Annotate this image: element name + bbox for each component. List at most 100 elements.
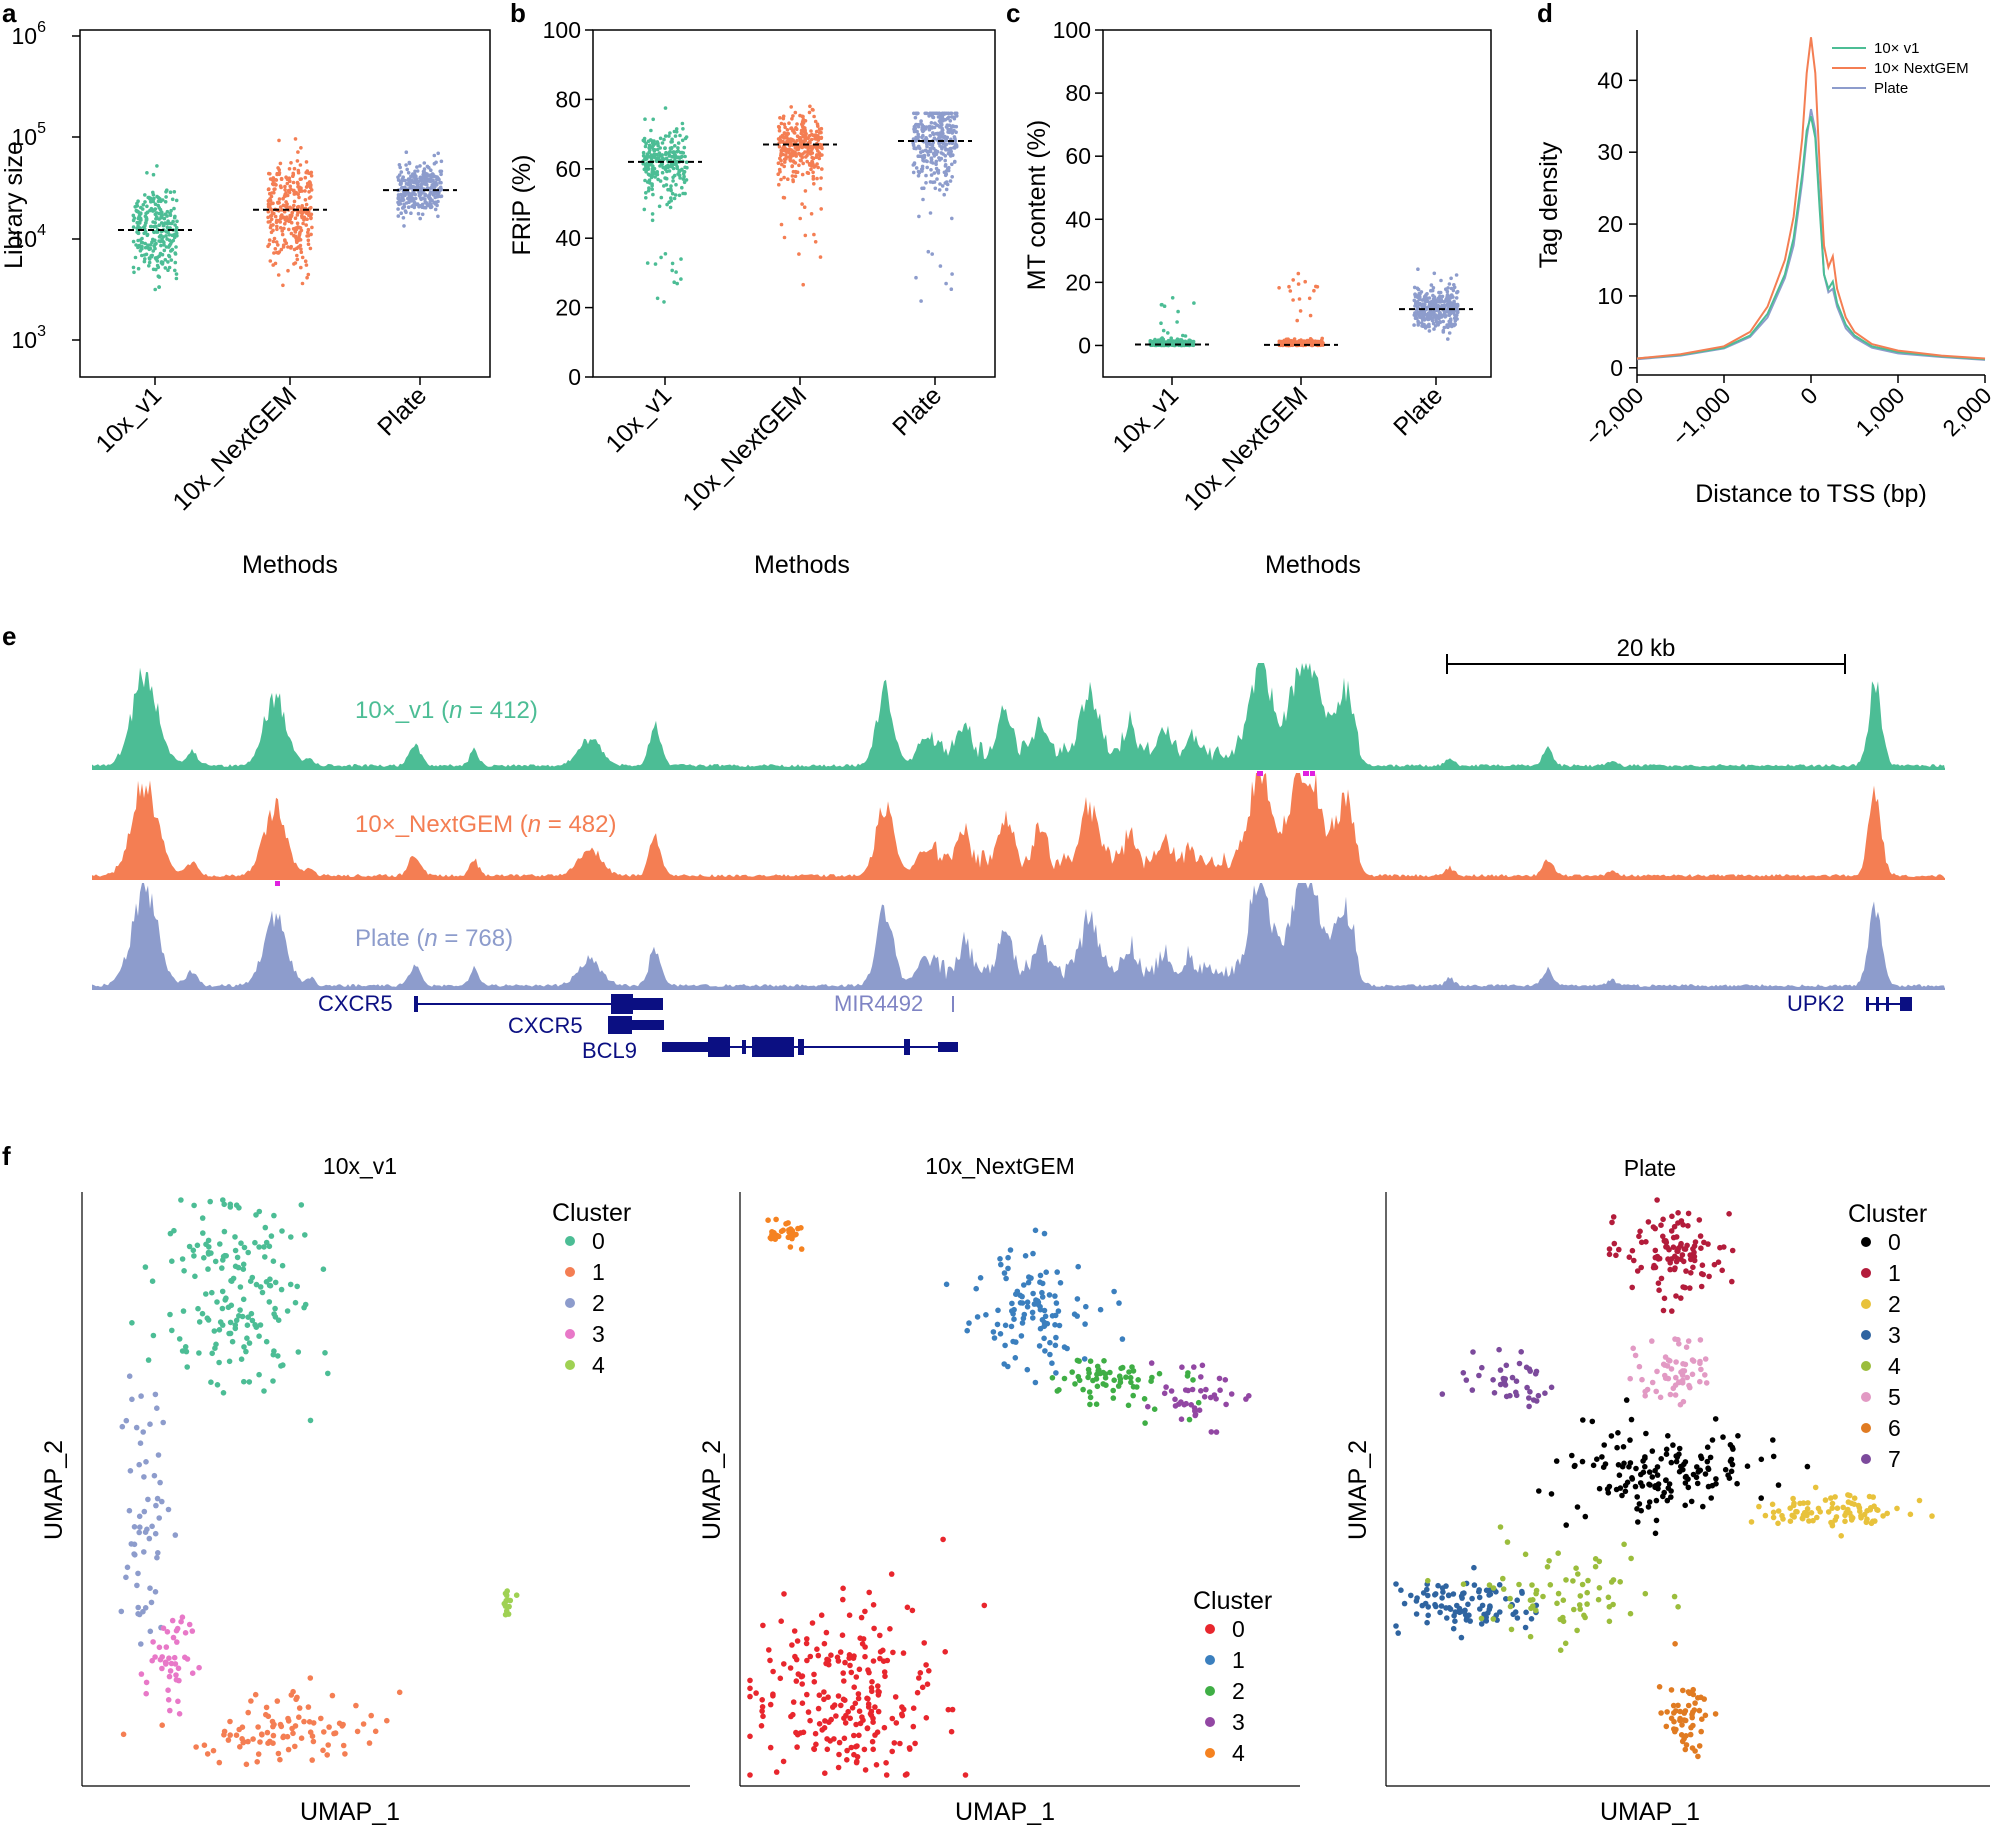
umap-point-f3-1	[1691, 1257, 1698, 1264]
point-c-1	[1312, 288, 1316, 293]
umap-point-f1-1	[326, 1724, 332, 1730]
umap-point-f3-1	[1663, 1244, 1669, 1250]
point-a-1	[272, 251, 276, 255]
umap-point-f2-2	[1185, 1370, 1191, 1376]
point-a-0	[134, 243, 138, 247]
umap-point-f3-6	[1698, 1728, 1704, 1735]
point-c-1	[1320, 336, 1324, 341]
umap-point-f3-1	[1671, 1223, 1678, 1230]
umap-point-f1-0	[211, 1328, 218, 1334]
point-a-2	[411, 172, 415, 176]
umap-point-f2-0	[767, 1744, 774, 1751]
umap-point-f1-2	[153, 1502, 159, 1509]
umap-point-f2-0	[792, 1653, 798, 1660]
legend-label-f2-1: 1	[1232, 1647, 1245, 1673]
umap-point-f3-2	[1806, 1518, 1812, 1524]
umap-point-f1-0	[196, 1350, 202, 1356]
umap-point-f3-2	[1828, 1495, 1834, 1501]
umap-point-f1-0	[219, 1288, 226, 1295]
umap-point-f1-1	[305, 1704, 312, 1710]
point-b-0	[646, 189, 651, 193]
umap-point-f1-2	[127, 1468, 134, 1474]
umap-point-f2-1	[1005, 1254, 1011, 1261]
panel-letter-f: f	[2, 1141, 11, 1171]
umap-point-f2-4	[787, 1226, 794, 1232]
point-c-2	[1448, 300, 1452, 304]
point-a-0	[172, 190, 177, 194]
umap-v1-legend-title: Cluster	[552, 1199, 631, 1227]
umap-point-f3-0	[1722, 1466, 1729, 1473]
umap-point-f2-1	[1032, 1379, 1039, 1386]
umap-point-f2-2	[1130, 1384, 1137, 1390]
point-c-1	[1296, 271, 1301, 276]
point-c-2	[1423, 317, 1427, 321]
umap-point-f3-0	[1633, 1465, 1639, 1472]
point-b-0	[680, 154, 684, 159]
umap-point-f2-0	[850, 1655, 857, 1661]
umap-point-f2-1	[1053, 1300, 1060, 1306]
umap-point-f2-0	[862, 1653, 868, 1660]
track-area-1	[92, 773, 1945, 879]
point-a-0	[143, 245, 148, 250]
umap-point-f1-0	[217, 1241, 223, 1247]
point-c-2	[1437, 314, 1442, 318]
point-a-2	[409, 211, 413, 215]
umap-point-f1-1	[298, 1735, 305, 1741]
point-c-1	[1296, 282, 1301, 286]
point-a-1	[292, 189, 296, 193]
umap-point-f3-3	[1493, 1612, 1500, 1618]
umap-point-f2-0	[824, 1746, 831, 1753]
point-a-0	[173, 268, 177, 273]
umap-point-f3-0	[1758, 1495, 1764, 1501]
umap-point-f2-0	[921, 1640, 927, 1646]
umap-point-f1-2	[123, 1574, 129, 1581]
umap-point-f1-2	[136, 1513, 143, 1520]
point-b-1	[779, 121, 784, 126]
umap-point-f3-4	[1584, 1601, 1590, 1607]
point-a-2	[420, 202, 425, 207]
point-a-2	[404, 210, 408, 215]
umap-point-f1-0	[257, 1284, 264, 1290]
umap-point-f3-3	[1439, 1595, 1445, 1601]
umap-point-f1-0	[240, 1266, 247, 1272]
point-b-1	[819, 207, 823, 211]
umap-point-f2-1	[1046, 1292, 1053, 1298]
x-tick-label-a-1: 10x_NextGEM	[167, 381, 302, 516]
umap-point-f3-5	[1630, 1345, 1636, 1352]
point-a-2	[397, 163, 402, 167]
point-a-2	[417, 204, 421, 209]
point-a-1	[291, 173, 296, 177]
umap-point-f3-3	[1514, 1615, 1521, 1621]
umap-point-f3-4	[1554, 1600, 1560, 1607]
point-a-2	[434, 160, 438, 165]
umap-point-f3-4	[1595, 1596, 1602, 1603]
umap-point-f3-0	[1728, 1468, 1735, 1475]
umap-point-f1-2	[159, 1498, 165, 1505]
point-b-0	[684, 178, 689, 182]
umap-point-f2-2	[1190, 1377, 1196, 1383]
point-a-2	[407, 179, 412, 184]
umap-point-f3-0	[1663, 1446, 1670, 1453]
umap-point-f3-1	[1606, 1251, 1613, 1258]
point-c-1	[1309, 343, 1314, 348]
umap-point-f2-1	[1041, 1335, 1047, 1342]
umap-point-f3-7	[1502, 1382, 1509, 1388]
point-b-1	[797, 163, 801, 168]
point-a-1	[274, 240, 279, 244]
umap-point-f1-0	[220, 1253, 227, 1260]
point-b-1	[782, 122, 787, 127]
umap-point-f1-0	[209, 1289, 215, 1296]
point-b-0	[672, 173, 677, 178]
umap-point-f3-4	[1544, 1564, 1551, 1570]
umap-point-f2-0	[926, 1668, 932, 1674]
y-tick-label-a-4: 106	[12, 19, 47, 49]
point-b-2	[950, 175, 954, 179]
umap-point-f3-2	[1787, 1518, 1794, 1524]
umap-point-f2-2	[1072, 1381, 1078, 1387]
point-b-2	[912, 129, 917, 134]
point-b-2	[947, 141, 952, 145]
umap-point-f3-4	[1560, 1597, 1567, 1603]
point-a-0	[157, 223, 161, 227]
umap-point-f3-0	[1582, 1513, 1589, 1520]
